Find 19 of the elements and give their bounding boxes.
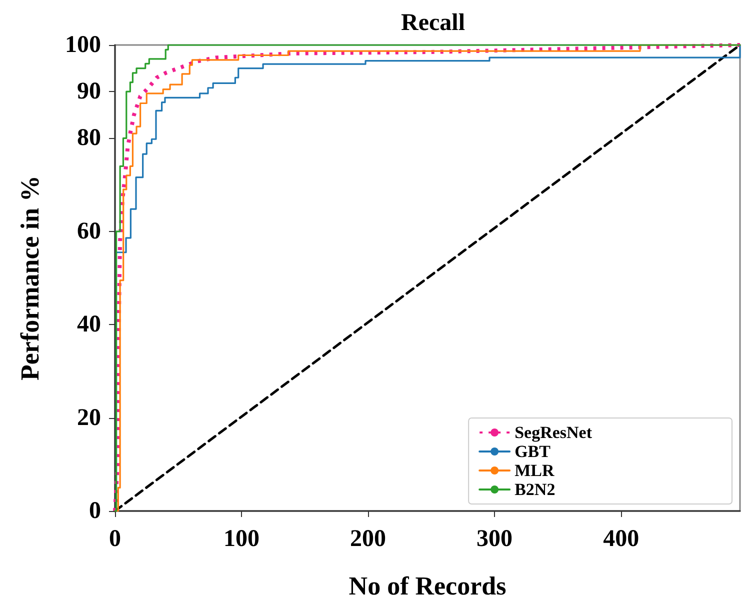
chart-title: Recall: [401, 10, 466, 36]
y-tick-label: 90: [77, 78, 101, 105]
x-tick-label: 400: [603, 526, 640, 552]
y-tick-label: 0: [89, 498, 101, 524]
x-tick-label: 200: [350, 526, 386, 552]
y-tick-label: 80: [77, 125, 101, 152]
legend-label: MLR: [514, 461, 555, 480]
x-tick-label: 300: [476, 526, 513, 552]
legend-label: B2N2: [514, 480, 556, 499]
legend-label: SegResNet: [514, 423, 592, 442]
y-tick-label: 100: [65, 32, 101, 58]
legend-label: GBT: [514, 442, 552, 461]
y-axis-title: Performance in %: [16, 175, 44, 381]
y-tick-label: 60: [77, 218, 101, 244]
x-axis-title: No of Records: [348, 572, 506, 600]
y-tick-label: 40: [77, 312, 101, 338]
y-tick-label: 20: [77, 404, 101, 431]
x-tick-label: 0: [109, 526, 121, 552]
x-tick-label: 100: [224, 526, 260, 552]
